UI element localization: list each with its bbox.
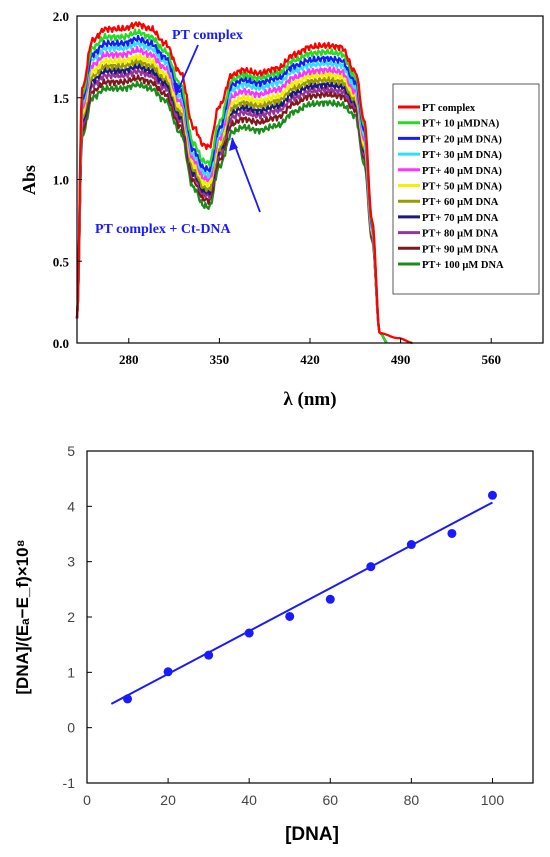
fit-line bbox=[110, 501, 493, 705]
legend-label: PT+ 10 μMDNA) bbox=[422, 119, 500, 130]
binding-plot: 0 20 40 60 80 100 -1 0 1 2 3 4 5 [DNA] [DNA]/(Eₐ−E_… bbox=[13, 443, 534, 845]
top-y-tick-label: 1.0 bbox=[53, 173, 69, 188]
fit-line-group bbox=[110, 501, 493, 705]
arrowhead-pt-complex bbox=[173, 83, 182, 95]
data-point bbox=[244, 628, 254, 638]
top-x-tick-label: 560 bbox=[481, 352, 501, 367]
curve-1 bbox=[75, 28, 388, 344]
bottom-y-tick-label: 2 bbox=[67, 609, 75, 625]
bottom-y-ticks: -1 0 1 2 3 4 5 bbox=[63, 443, 92, 791]
bottom-x-tick-label: 60 bbox=[322, 792, 338, 808]
bottom-y-tick-label: 1 bbox=[67, 664, 75, 680]
top-x-tick-label: 490 bbox=[391, 352, 411, 367]
arrowhead-ct-dna bbox=[229, 138, 238, 151]
data-point bbox=[325, 594, 335, 604]
legend-label: PT+ 100 μM DNA bbox=[422, 260, 504, 271]
data-point bbox=[366, 562, 376, 572]
legend-label: PT+ 30 μM DNA) bbox=[422, 150, 502, 161]
bottom-y-axis-label: [DNA]/(Eₐ−E_f)×10⁸ bbox=[13, 539, 32, 694]
legend-label: PT+ 20 μM DNA) bbox=[422, 134, 502, 145]
top-y-tick-label: 1.5 bbox=[53, 91, 70, 106]
bottom-x-tick-label: 40 bbox=[241, 792, 257, 808]
bottom-y-tick-label: 0 bbox=[67, 720, 75, 736]
top-y-tick-label: 0.5 bbox=[53, 254, 70, 269]
top-x-axis-label: λ (nm) bbox=[283, 389, 336, 410]
legend-box bbox=[392, 83, 540, 295]
uv-vis-chart: 280 350 420 490 560 0.0 0.5 1.0 1.5 2.0 Abs λ (n… bbox=[19, 9, 544, 410]
data-point bbox=[487, 490, 497, 500]
data-point bbox=[285, 611, 295, 621]
legend-label: PT+ 90 μM DNA bbox=[422, 244, 499, 255]
bottom-y-tick-label: 3 bbox=[67, 554, 75, 570]
annotation-pt-complex: PT complex bbox=[172, 28, 243, 43]
bottom-x-tick-label: 100 bbox=[481, 792, 505, 808]
top-y-tick-label: 2.0 bbox=[53, 9, 69, 24]
top-y-axis-label: Abs bbox=[19, 165, 39, 195]
bottom-plot-frame bbox=[86, 450, 534, 784]
annotation-arrow-ct-dna bbox=[231, 137, 261, 213]
curve-7 bbox=[75, 62, 388, 344]
data-point bbox=[447, 528, 457, 538]
legend: PT complex PT+ 10 μMDNA) PT+ 20 μM DNA) PT+… bbox=[398, 103, 504, 271]
bottom-y-tick-label: -1 bbox=[63, 775, 76, 791]
top-x-tick-label: 420 bbox=[300, 352, 320, 367]
bottom-x-tick-label: 20 bbox=[160, 792, 176, 808]
absorption-curves bbox=[75, 21, 413, 345]
legend-label: PT complex bbox=[422, 103, 476, 114]
legend-label: PT+ 60 μM DNA bbox=[422, 197, 499, 208]
bottom-x-ticks: 0 20 40 60 80 100 bbox=[83, 778, 504, 808]
top-y-tick-label: 0.0 bbox=[53, 336, 69, 351]
curve-5 bbox=[75, 53, 388, 344]
top-x-ticks: 280 350 420 490 560 bbox=[119, 338, 501, 367]
data-points bbox=[123, 490, 497, 704]
legend-label: PT+ 80 μM DNA bbox=[422, 229, 499, 240]
legend-label: PT+ 40 μM DNA) bbox=[422, 166, 502, 177]
data-point bbox=[123, 694, 133, 704]
data-point bbox=[204, 650, 214, 660]
curve-6 bbox=[75, 58, 388, 344]
legend-label: PT+ 50 μM DNA) bbox=[422, 182, 502, 193]
top-y-ticks: 0.0 0.5 1.0 1.5 2.0 bbox=[53, 9, 82, 351]
curve-10 bbox=[75, 80, 388, 344]
legend-label: PT+ 70 μM DNA bbox=[422, 213, 499, 224]
top-x-tick-label: 350 bbox=[210, 352, 230, 367]
curve-0 bbox=[75, 21, 413, 345]
annotation-pt-ct-dna: PT complex + Ct-DNA bbox=[95, 222, 232, 237]
bottom-x-tick-label: 80 bbox=[404, 792, 420, 808]
curve-4 bbox=[75, 45, 388, 344]
curve-2 bbox=[75, 34, 388, 344]
bottom-y-tick-label: 4 bbox=[67, 498, 75, 514]
bottom-x-axis-label: [DNA] bbox=[285, 824, 339, 845]
curve-9 bbox=[75, 74, 388, 344]
data-point bbox=[406, 540, 416, 550]
top-x-tick-label: 280 bbox=[119, 352, 139, 367]
bottom-y-tick-label: 5 bbox=[67, 443, 75, 459]
data-point bbox=[163, 667, 173, 677]
bottom-x-tick-label: 0 bbox=[83, 792, 91, 808]
